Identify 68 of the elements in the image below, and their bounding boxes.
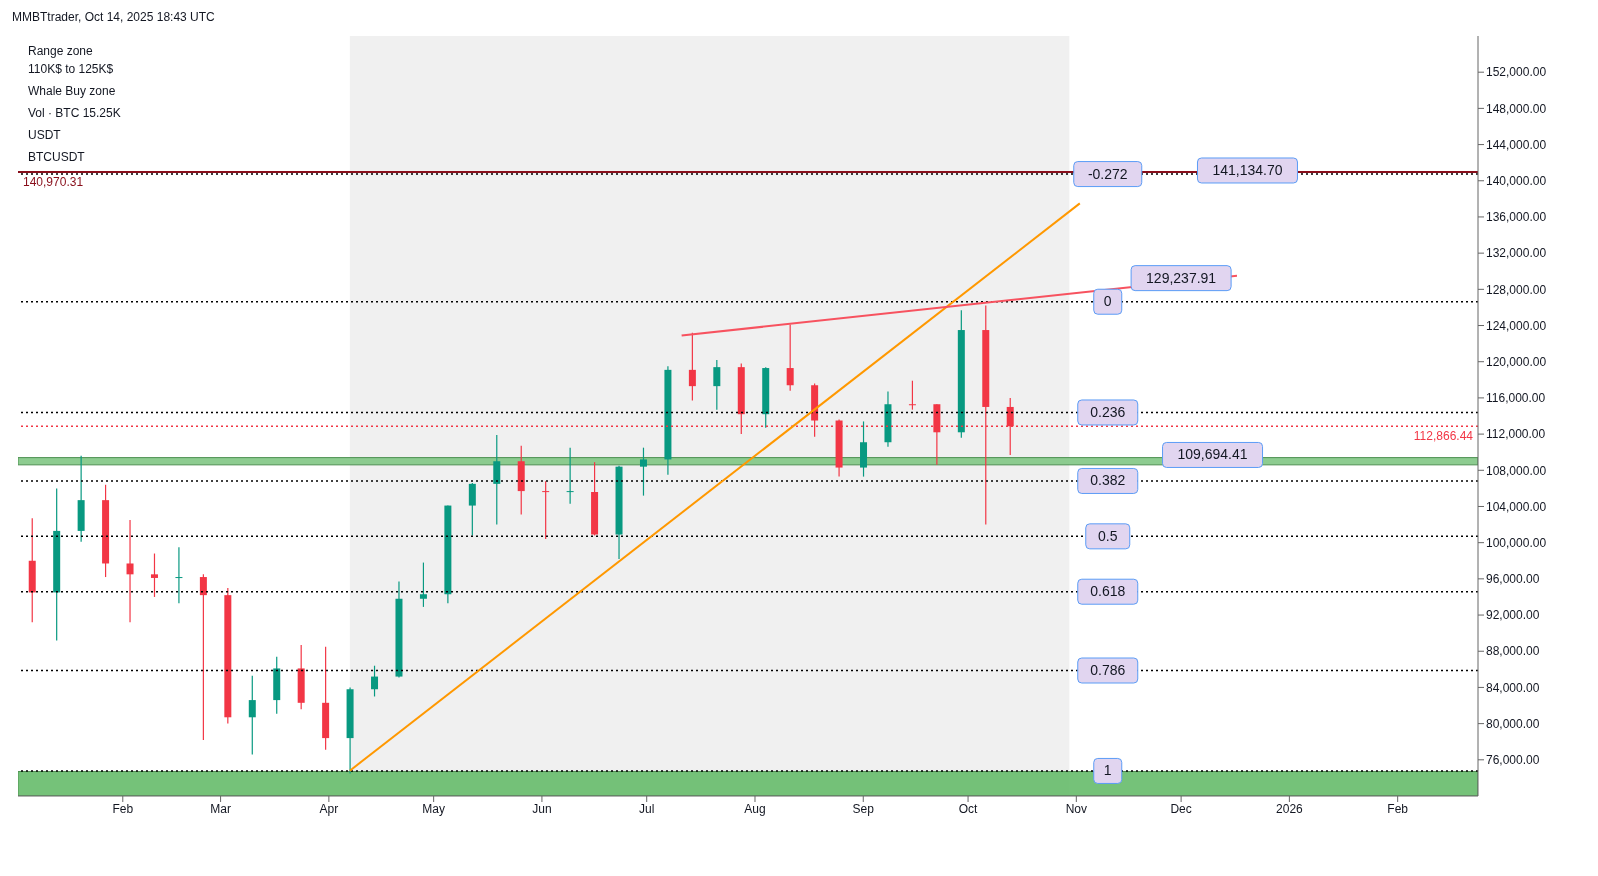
x-tick-label: Aug [744, 801, 766, 816]
annotation: 1 [1103, 762, 1112, 779]
y-tick-label: 88,000.00 [1486, 644, 1540, 659]
annotation: 0.618 [1090, 583, 1126, 600]
y-tick-label: 116,000.00 [1486, 391, 1546, 406]
annotation: 0 [1103, 293, 1112, 310]
annotation: 109,694.41 [1177, 446, 1248, 463]
candlestick [908, 380, 916, 411]
y-tick-label: 132,000.00 [1486, 246, 1547, 261]
chart-title: MMBTtrader, Oct 14, 2025 18:43 UTC [11, 9, 216, 26]
ref-line-label: 112,866.44 [1413, 428, 1474, 443]
x-tick-label: 2026 [1276, 801, 1304, 816]
annotation: 0.382 [1090, 472, 1126, 489]
y-tick-label: 84,000.00 [1486, 680, 1540, 695]
y-tick-label: 112,000.00 [1486, 427, 1546, 442]
y-tick-label: 108,000.00 [1486, 463, 1547, 478]
ref-line-label: 140,970.31 [23, 174, 84, 189]
y-tick-label: 144,000.00 [1486, 137, 1547, 152]
candlestick [566, 447, 574, 505]
y-tick-label: 80,000.00 [1486, 716, 1540, 731]
y-tick-label: 148,000.00 [1486, 101, 1547, 116]
candlestick [688, 332, 696, 402]
annotation: 0.236 [1090, 403, 1126, 420]
y-tick-label: 104,000.00 [1486, 499, 1547, 514]
annotation: BTCUSDT [28, 149, 86, 166]
candlestick [468, 482, 476, 537]
y-tick-label: 140,000.00 [1486, 174, 1547, 189]
candlestick [150, 552, 158, 598]
x-tick-label: Sep [852, 801, 875, 816]
y-tick-label: 100,000.00 [1486, 535, 1547, 550]
y-tick-label: 96,000.00 [1486, 572, 1540, 587]
x-tick-label: Dec [1170, 801, 1192, 816]
candlestick [713, 359, 721, 411]
y-tick-label: 120,000.00 [1486, 354, 1547, 369]
x-tick-label: Oct [958, 801, 979, 816]
x-tick-label: Apr [319, 801, 339, 816]
y-tick-label: 136,000.00 [1486, 210, 1547, 225]
annotation: 129,237.91 [1146, 269, 1217, 286]
x-tick-label: Jul [639, 801, 655, 816]
candlestick [786, 324, 794, 392]
candlestick [175, 546, 183, 604]
annotation: Whale Buy zone [28, 83, 117, 100]
candlestick [542, 480, 550, 540]
x-tick-label: Mar [210, 801, 231, 816]
annotation: 0.786 [1090, 662, 1126, 679]
y-tick-label: 128,000.00 [1486, 282, 1547, 297]
candlestick [199, 573, 207, 741]
candlestick [419, 561, 427, 608]
y-tick-label: 76,000.00 [1486, 753, 1540, 768]
annotation: 141,134.70 [1212, 162, 1283, 178]
annotation: 0.5 [1098, 527, 1118, 544]
y-tick-label: 92,000.00 [1486, 608, 1540, 623]
x-tick-label: Nov [1065, 801, 1087, 816]
candlestick [493, 434, 501, 526]
y-tick-label: 152,000.00 [1486, 65, 1547, 80]
annotation: Range zone 110K$ to 125K$ [28, 43, 115, 78]
x-tick-label: Feb [112, 801, 134, 816]
candlestick [248, 675, 256, 755]
y-tick-label: 124,000.00 [1486, 318, 1547, 333]
candlestick [371, 665, 379, 698]
x-tick-label: Jun [532, 801, 552, 816]
annotation: USDT [28, 127, 62, 144]
annotation: -0.272 [1087, 165, 1128, 182]
candlestick [639, 447, 647, 497]
candlestick [126, 519, 134, 623]
x-tick-label: May [422, 801, 445, 816]
annotation: Vol · BTC 15.25K [28, 105, 121, 122]
x-tick-label: Feb [1387, 801, 1409, 816]
